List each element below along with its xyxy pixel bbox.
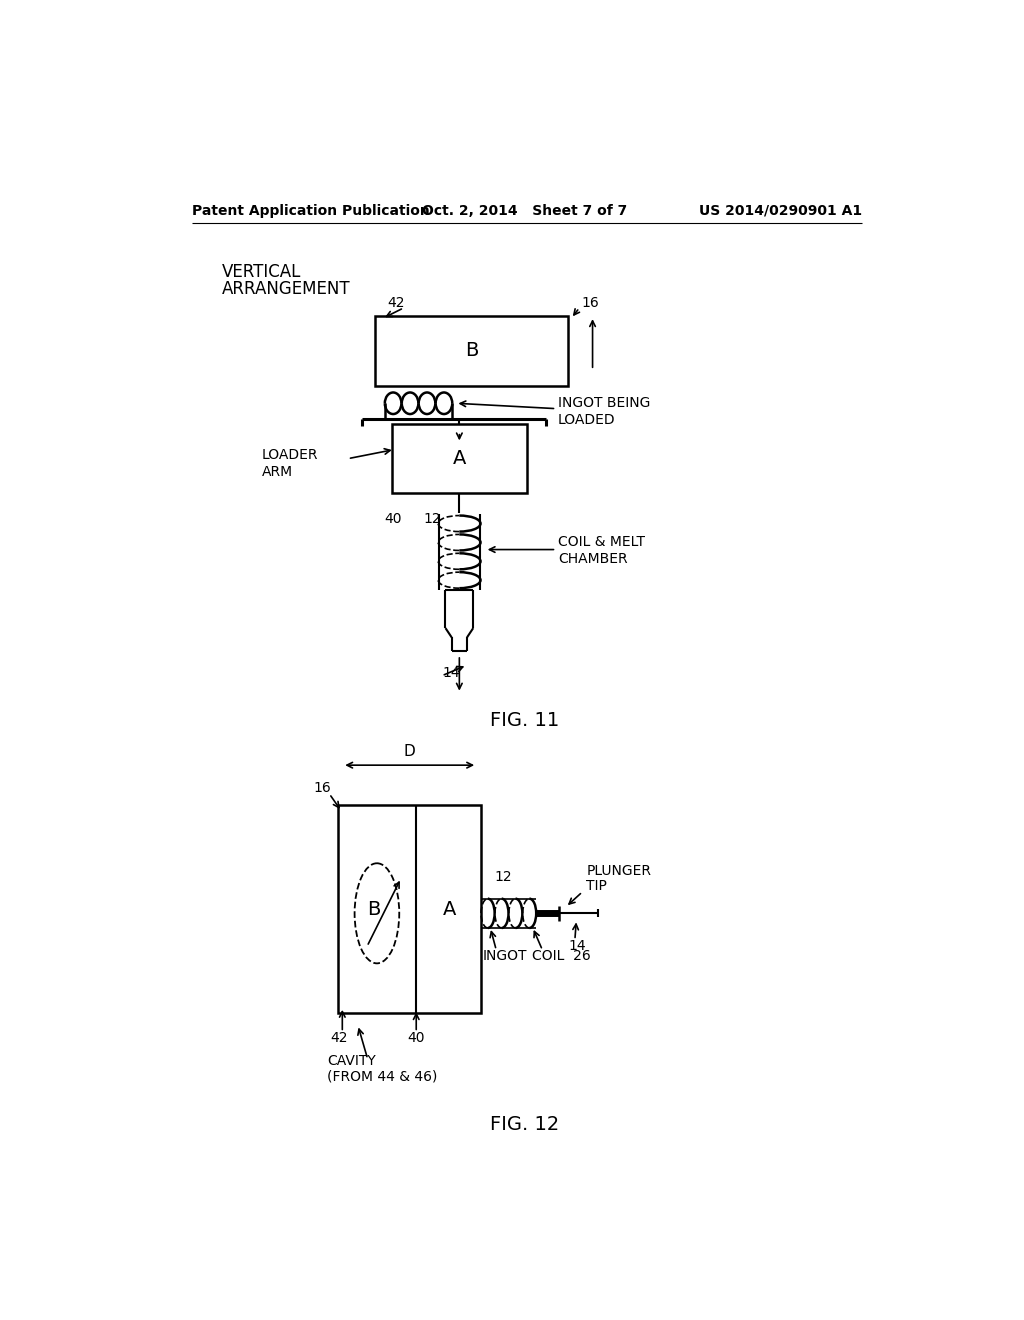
- Text: CAVITY: CAVITY: [327, 1053, 376, 1068]
- Text: CHAMBER: CHAMBER: [558, 552, 628, 566]
- Text: LOADED: LOADED: [558, 413, 615, 428]
- Text: FIG. 12: FIG. 12: [490, 1115, 559, 1134]
- Text: 42: 42: [331, 1031, 348, 1044]
- Text: 40: 40: [407, 1031, 425, 1044]
- Text: 14: 14: [442, 665, 460, 680]
- Text: VERTICAL: VERTICAL: [221, 264, 301, 281]
- Text: 12: 12: [423, 512, 440, 525]
- Text: 16: 16: [313, 781, 332, 795]
- Text: B: B: [465, 342, 478, 360]
- Text: 16: 16: [581, 296, 599, 310]
- Text: PLUNGER: PLUNGER: [587, 865, 651, 878]
- Text: B: B: [368, 900, 381, 919]
- Text: INGOT BEING: INGOT BEING: [558, 396, 650, 411]
- Text: A: A: [443, 900, 457, 919]
- Text: US 2014/0290901 A1: US 2014/0290901 A1: [699, 203, 862, 218]
- Text: ARM: ARM: [261, 465, 293, 479]
- Text: TIP: TIP: [587, 879, 607, 894]
- Bar: [339, 805, 481, 1014]
- Text: ARRANGEMENT: ARRANGEMENT: [221, 280, 350, 298]
- Text: COIL & MELT: COIL & MELT: [558, 535, 645, 549]
- Text: COIL  26: COIL 26: [532, 949, 591, 962]
- Text: (FROM 44 & 46): (FROM 44 & 46): [327, 1069, 437, 1084]
- Text: Oct. 2, 2014   Sheet 7 of 7: Oct. 2, 2014 Sheet 7 of 7: [422, 203, 628, 218]
- Text: INGOT: INGOT: [482, 949, 527, 962]
- Text: FIG. 11: FIG. 11: [490, 711, 559, 730]
- Text: Patent Application Publication: Patent Application Publication: [193, 203, 430, 218]
- Bar: [392, 424, 527, 494]
- Text: LOADER: LOADER: [261, 447, 318, 462]
- Text: 40: 40: [385, 512, 402, 525]
- Bar: [376, 317, 568, 385]
- Text: A: A: [453, 449, 466, 469]
- Text: 12: 12: [495, 870, 512, 884]
- Text: D: D: [403, 743, 415, 759]
- Text: 14: 14: [568, 939, 587, 953]
- Text: 42: 42: [387, 296, 404, 310]
